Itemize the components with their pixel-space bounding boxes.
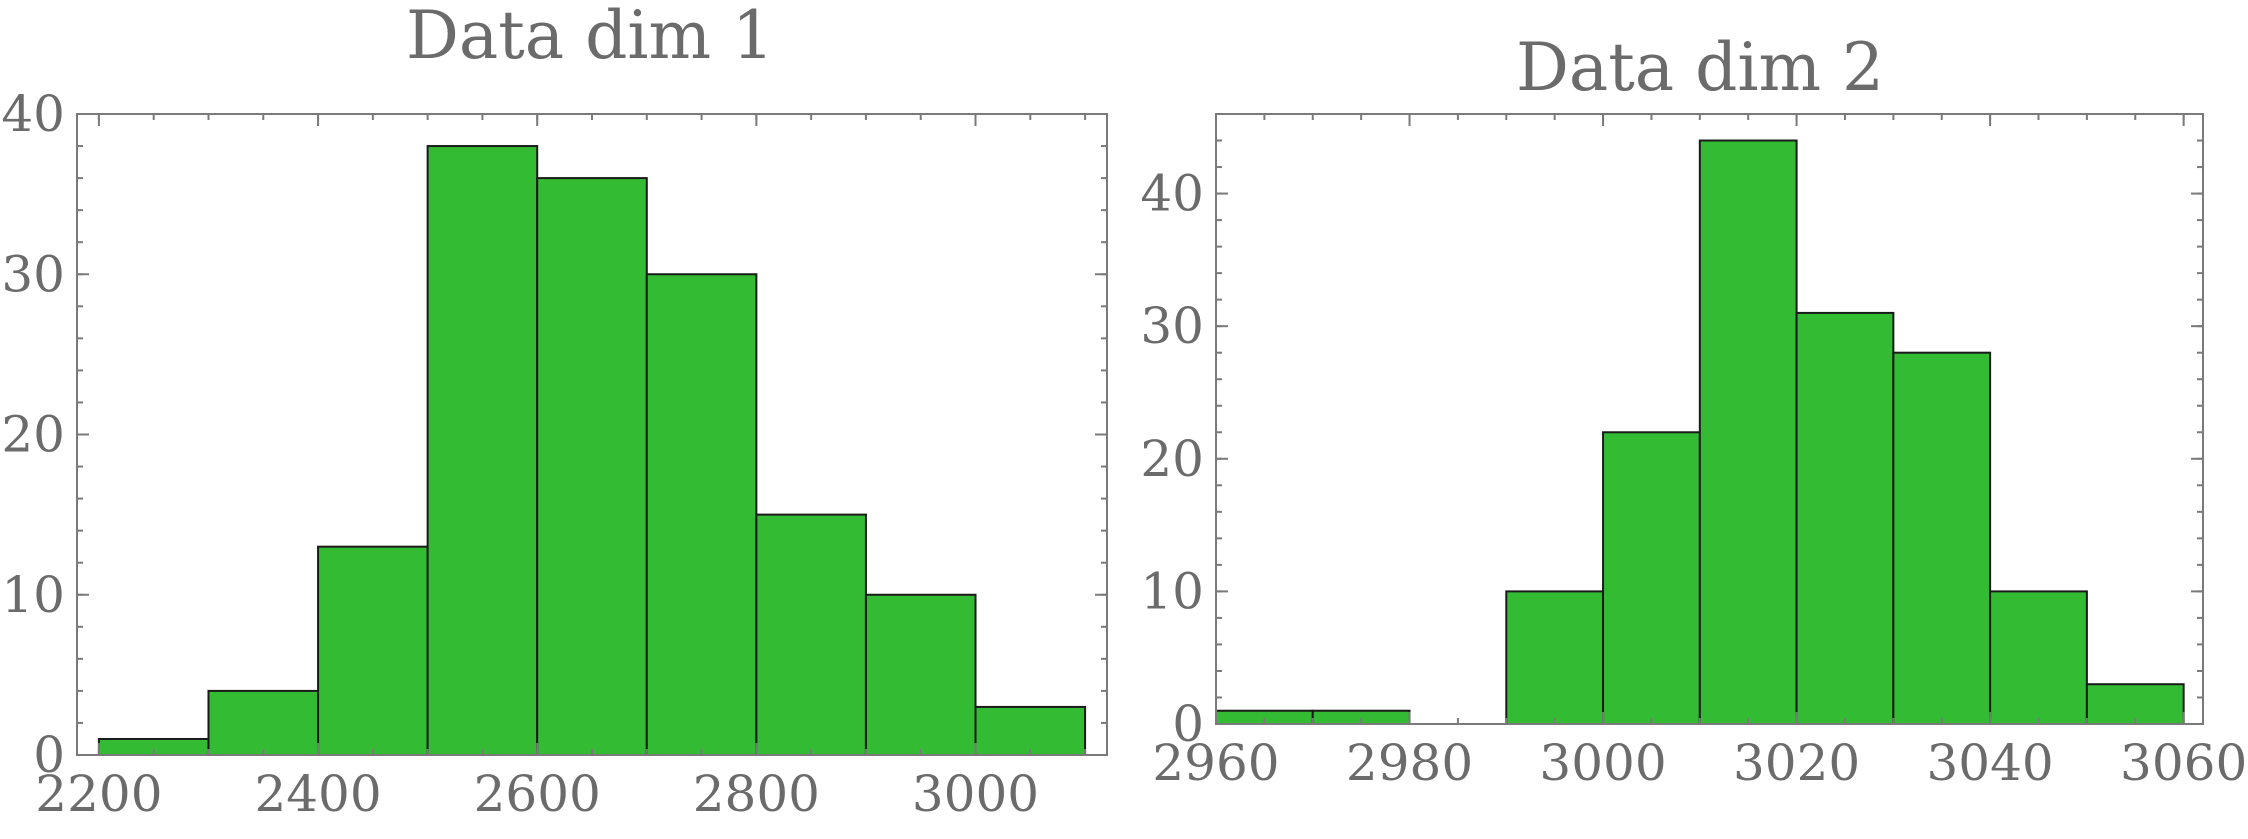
y-tick-label: 10 [1, 566, 65, 624]
y-tick-label: 30 [1140, 297, 1204, 355]
y-tick-label: 40 [1, 85, 65, 143]
x-tick-label: 3000 [1539, 734, 1666, 792]
x-tick-label: 2200 [35, 765, 162, 823]
x-tick-label: 2600 [474, 765, 601, 823]
histogram-bar [317, 545, 429, 756]
histogram-data-dim-1: Data dim 1 2200 2400 2600 2800 3000 0 10 20 30 40 [1, 0, 1108, 823]
x-tick-label: 3000 [912, 765, 1039, 823]
x-tick-label: 2960 [1152, 734, 1279, 792]
histogram-data-dim-2: Data dim 2 2960 2980 3000 3020 3040 306001020… [1140, 29, 2247, 792]
histogram-bar [755, 513, 867, 756]
histogram-bar [974, 705, 1087, 756]
histogram-bar [426, 145, 539, 757]
y-tick-label: 40 [1140, 165, 1204, 223]
y-tick-label: 10 [1140, 562, 1204, 620]
x-tick-label: 2980 [1346, 734, 1473, 792]
histogram-bar [2085, 683, 2185, 726]
x-tick-label: 3040 [1926, 734, 2053, 792]
histogram-bar [1505, 590, 1605, 725]
x-tick-label: 3060 [2120, 734, 2247, 792]
y-tick-label: 30 [1, 245, 65, 303]
plot-frame [1215, 113, 2204, 725]
chart-title: Data dim 1 [406, 0, 774, 74]
histogram-bar [864, 593, 977, 756]
x-tick-label: 2400 [254, 765, 381, 823]
y-tick-label: 20 [1140, 430, 1204, 488]
histogram-bar [1795, 311, 1895, 725]
histogram-bar [1989, 590, 2088, 725]
x-tick-label: 3020 [1733, 734, 1860, 792]
histogram-bar [645, 273, 758, 756]
histogram-bar [1698, 139, 1798, 726]
histogram-bar [207, 689, 320, 757]
y-tick-label: 0 [1172, 695, 1204, 753]
histogram-bar [1892, 351, 1992, 725]
histogram-bar [1602, 431, 1701, 725]
histogram-bar [536, 177, 648, 757]
y-tick-label: 0 [33, 726, 65, 784]
y-tick-label: 20 [1, 406, 65, 464]
x-tick-label: 2800 [693, 765, 820, 823]
chart-title: Data dim 2 [1516, 29, 1884, 106]
